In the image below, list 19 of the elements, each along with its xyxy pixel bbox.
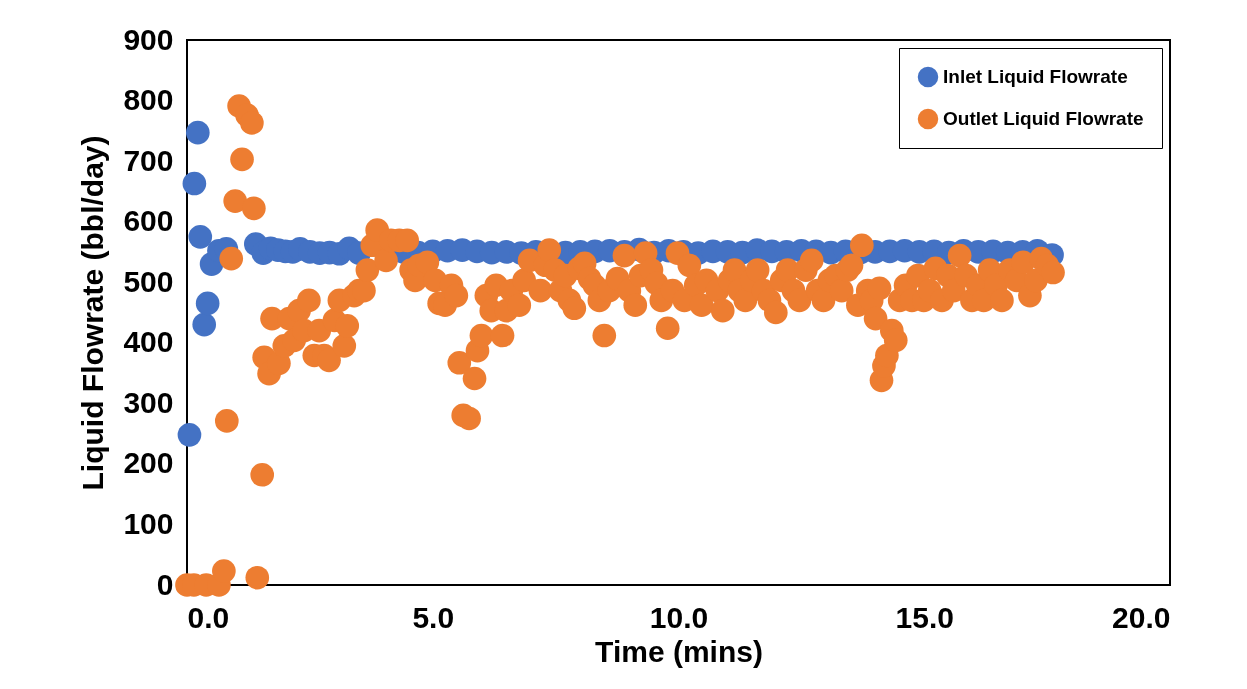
y-tick-label: 400 [123,325,174,359]
y-tick-label: 300 [123,385,174,419]
y-tick-label: 0 [156,567,174,601]
x-tick-label: 15.0 [895,600,954,634]
x-axis-title: Time (mins) [595,634,763,668]
legend-label: Inlet Liquid Flowrate [943,66,1128,87]
y-tick-label: 100 [123,506,174,540]
x-tick-label: 20.0 [1112,600,1171,634]
y-tick-label: 200 [123,446,174,480]
x-tick-label: 10.0 [649,600,709,634]
y-tick-label: 900 [123,22,174,56]
y-tick-label: 800 [123,83,174,117]
x-tick-label: 0.0 [187,600,230,634]
y-tick-label: 500 [123,264,174,298]
x-tick-label: 5.0 [412,600,455,634]
y-tick-label: 700 [123,143,174,177]
y-axis-title: Liquid Flowrate (bbl/day) [76,135,110,491]
legend-label: Outlet Liquid Flowrate [943,108,1144,129]
y-tick-label: 600 [123,204,174,238]
